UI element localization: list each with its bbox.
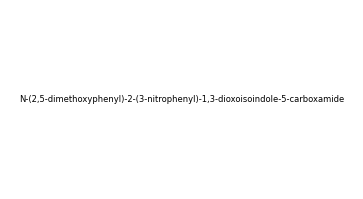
Text: N-(2,5-dimethoxyphenyl)-2-(3-nitrophenyl)-1,3-dioxoisoindole-5-carboxamide: N-(2,5-dimethoxyphenyl)-2-(3-nitrophenyl…: [19, 95, 344, 104]
